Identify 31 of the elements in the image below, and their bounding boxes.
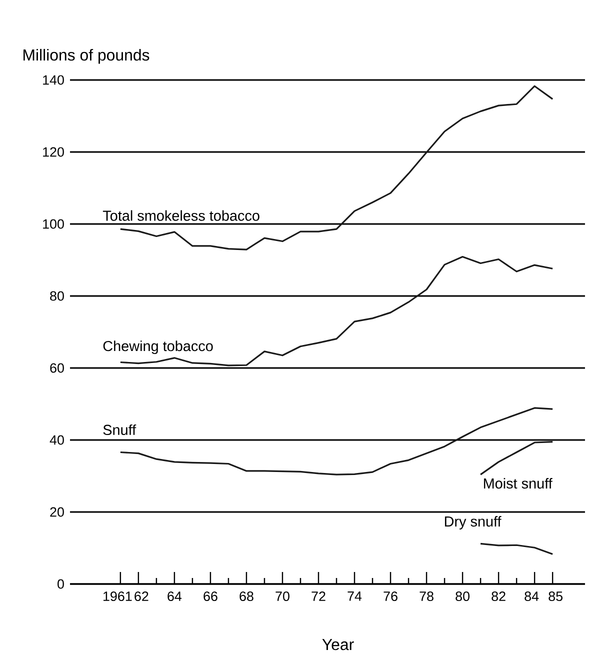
x-tick-label: 72 — [312, 592, 326, 601]
y-tick-label: 80 — [50, 291, 64, 301]
y-tick-label: 140 — [43, 75, 64, 85]
line-series — [480, 542, 554, 555]
y-tick-label: 40 — [50, 435, 64, 445]
series-label: Moist snuff — [484, 478, 552, 489]
series-label: Total smokeless tobacco — [102, 210, 260, 221]
y-tick-label: 60 — [50, 363, 64, 373]
y-tick-label: 0 — [58, 579, 64, 589]
x-tick-label: 84 — [524, 592, 539, 602]
y-tick-label: 120 — [43, 147, 64, 157]
line-series — [480, 440, 554, 476]
y-tick-label: 20 — [50, 507, 64, 517]
x-tick-label: 64 — [168, 592, 182, 602]
series-label: Snuff — [103, 424, 136, 436]
series-label: Dry snuff — [444, 516, 502, 530]
x-tick-label: 78 — [420, 592, 434, 602]
x-tick-label: 1961 — [103, 592, 132, 602]
x-tick-label: 70 — [276, 592, 290, 602]
x-tick-label: 82 — [492, 592, 506, 602]
x-tick-label: 74 — [348, 592, 362, 601]
y-tick-label: 100 — [43, 219, 64, 229]
x-tick-label: 80 — [456, 592, 470, 602]
x-tick-label: 68 — [240, 592, 254, 602]
y-axis-title: Millions of pounds — [24, 48, 150, 64]
x-axis-title: Year — [322, 639, 354, 650]
x-tick-label: 76 — [384, 592, 398, 602]
x-tick-label: 66 — [204, 592, 218, 602]
x-tick-label: 62 — [134, 592, 148, 602]
x-tick-label: 85 — [548, 592, 563, 602]
series-label: Chewing tobacco — [103, 340, 213, 354]
